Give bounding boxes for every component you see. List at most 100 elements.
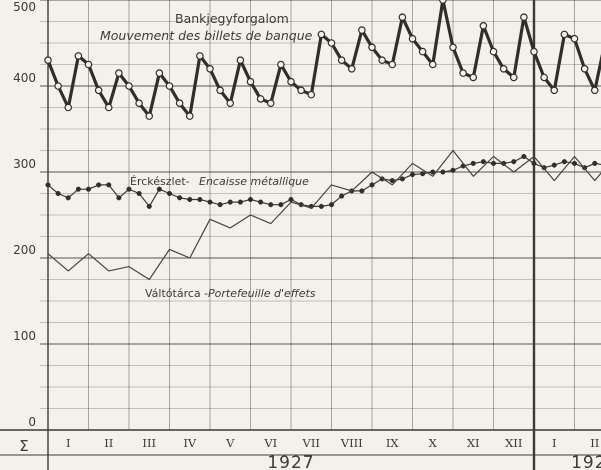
series-line xyxy=(47,149,601,281)
data-point xyxy=(470,160,476,166)
data-point xyxy=(135,99,143,108)
month-label: V xyxy=(225,436,235,450)
year-label: 1927 xyxy=(267,453,314,470)
month-label: II xyxy=(590,436,599,450)
data-point xyxy=(155,69,164,77)
series-annotation: Bankjegyforgalom xyxy=(175,11,289,26)
data-point xyxy=(420,171,426,177)
data-point xyxy=(328,202,335,208)
series-annotation: Mouvement des billets de banque xyxy=(100,28,313,43)
data-point xyxy=(278,202,284,208)
data-point xyxy=(590,86,599,95)
data-point xyxy=(94,86,103,95)
data-point xyxy=(378,56,386,65)
month-label: III xyxy=(142,436,156,450)
y-tick-label: 0 xyxy=(28,415,36,429)
data-point xyxy=(125,82,133,90)
month-label: I xyxy=(552,436,557,450)
month-label: IV xyxy=(183,436,197,450)
data-point xyxy=(399,176,405,182)
data-point xyxy=(217,202,223,208)
data-point xyxy=(247,196,254,203)
data-point xyxy=(388,60,397,69)
data-point xyxy=(307,90,316,99)
data-point xyxy=(84,60,93,69)
data-point xyxy=(531,160,537,166)
data-point xyxy=(490,160,497,166)
data-point xyxy=(511,159,517,165)
data-point xyxy=(277,60,285,69)
series-line xyxy=(46,0,601,118)
month-label: XII xyxy=(505,436,522,450)
series-lines xyxy=(44,0,601,281)
data-point xyxy=(540,73,548,82)
data-point xyxy=(206,65,214,73)
data-point xyxy=(216,86,224,95)
data-point xyxy=(45,182,51,188)
data-point xyxy=(256,95,265,103)
data-point xyxy=(479,21,488,30)
data-point xyxy=(459,69,467,77)
data-point xyxy=(258,199,264,205)
corner-symbol: Σ xyxy=(19,437,28,455)
data-point xyxy=(449,43,457,52)
y-tick-label: 500 xyxy=(13,0,36,14)
data-point xyxy=(136,190,142,197)
y-tick-label: 100 xyxy=(13,329,36,343)
data-point xyxy=(561,159,567,165)
data-point xyxy=(521,153,527,160)
data-point xyxy=(165,82,174,90)
data-point xyxy=(85,186,92,192)
data-point xyxy=(106,182,112,188)
data-point xyxy=(520,13,528,22)
data-point xyxy=(288,196,294,203)
data-point xyxy=(197,196,203,203)
data-point xyxy=(226,99,235,108)
data-point xyxy=(64,103,73,112)
month-label: II xyxy=(104,436,113,450)
data-point xyxy=(54,82,62,90)
data-point xyxy=(489,47,498,56)
data-point xyxy=(65,195,71,201)
data-point xyxy=(227,199,233,205)
data-point xyxy=(592,160,598,166)
data-point xyxy=(268,202,274,208)
data-point xyxy=(369,182,375,188)
data-point xyxy=(359,188,365,194)
data-point xyxy=(560,30,569,39)
data-point xyxy=(156,186,162,192)
month-label: X xyxy=(429,436,438,450)
month-label: IX xyxy=(386,436,400,450)
data-point xyxy=(339,193,345,199)
data-point xyxy=(408,34,417,43)
data-point xyxy=(266,99,275,108)
data-point xyxy=(207,199,213,205)
data-point xyxy=(287,77,295,86)
data-point xyxy=(469,73,478,82)
data-point xyxy=(116,195,122,201)
data-point xyxy=(570,34,579,43)
data-point xyxy=(327,39,336,47)
data-point xyxy=(74,52,83,60)
data-point xyxy=(418,47,427,56)
data-point xyxy=(317,30,326,39)
data-point xyxy=(347,65,356,73)
data-point xyxy=(480,159,486,165)
data-point xyxy=(430,169,436,175)
data-point xyxy=(297,86,305,95)
data-point xyxy=(44,56,52,65)
data-point xyxy=(126,186,132,192)
data-point xyxy=(389,178,395,184)
y-tick-label: 200 xyxy=(13,243,36,257)
data-point xyxy=(75,186,81,192)
data-point xyxy=(551,162,557,168)
data-point xyxy=(175,99,184,108)
data-point xyxy=(237,199,243,205)
data-point xyxy=(115,69,123,77)
data-point xyxy=(318,203,324,209)
month-label: I xyxy=(66,436,71,450)
data-point xyxy=(580,65,589,73)
